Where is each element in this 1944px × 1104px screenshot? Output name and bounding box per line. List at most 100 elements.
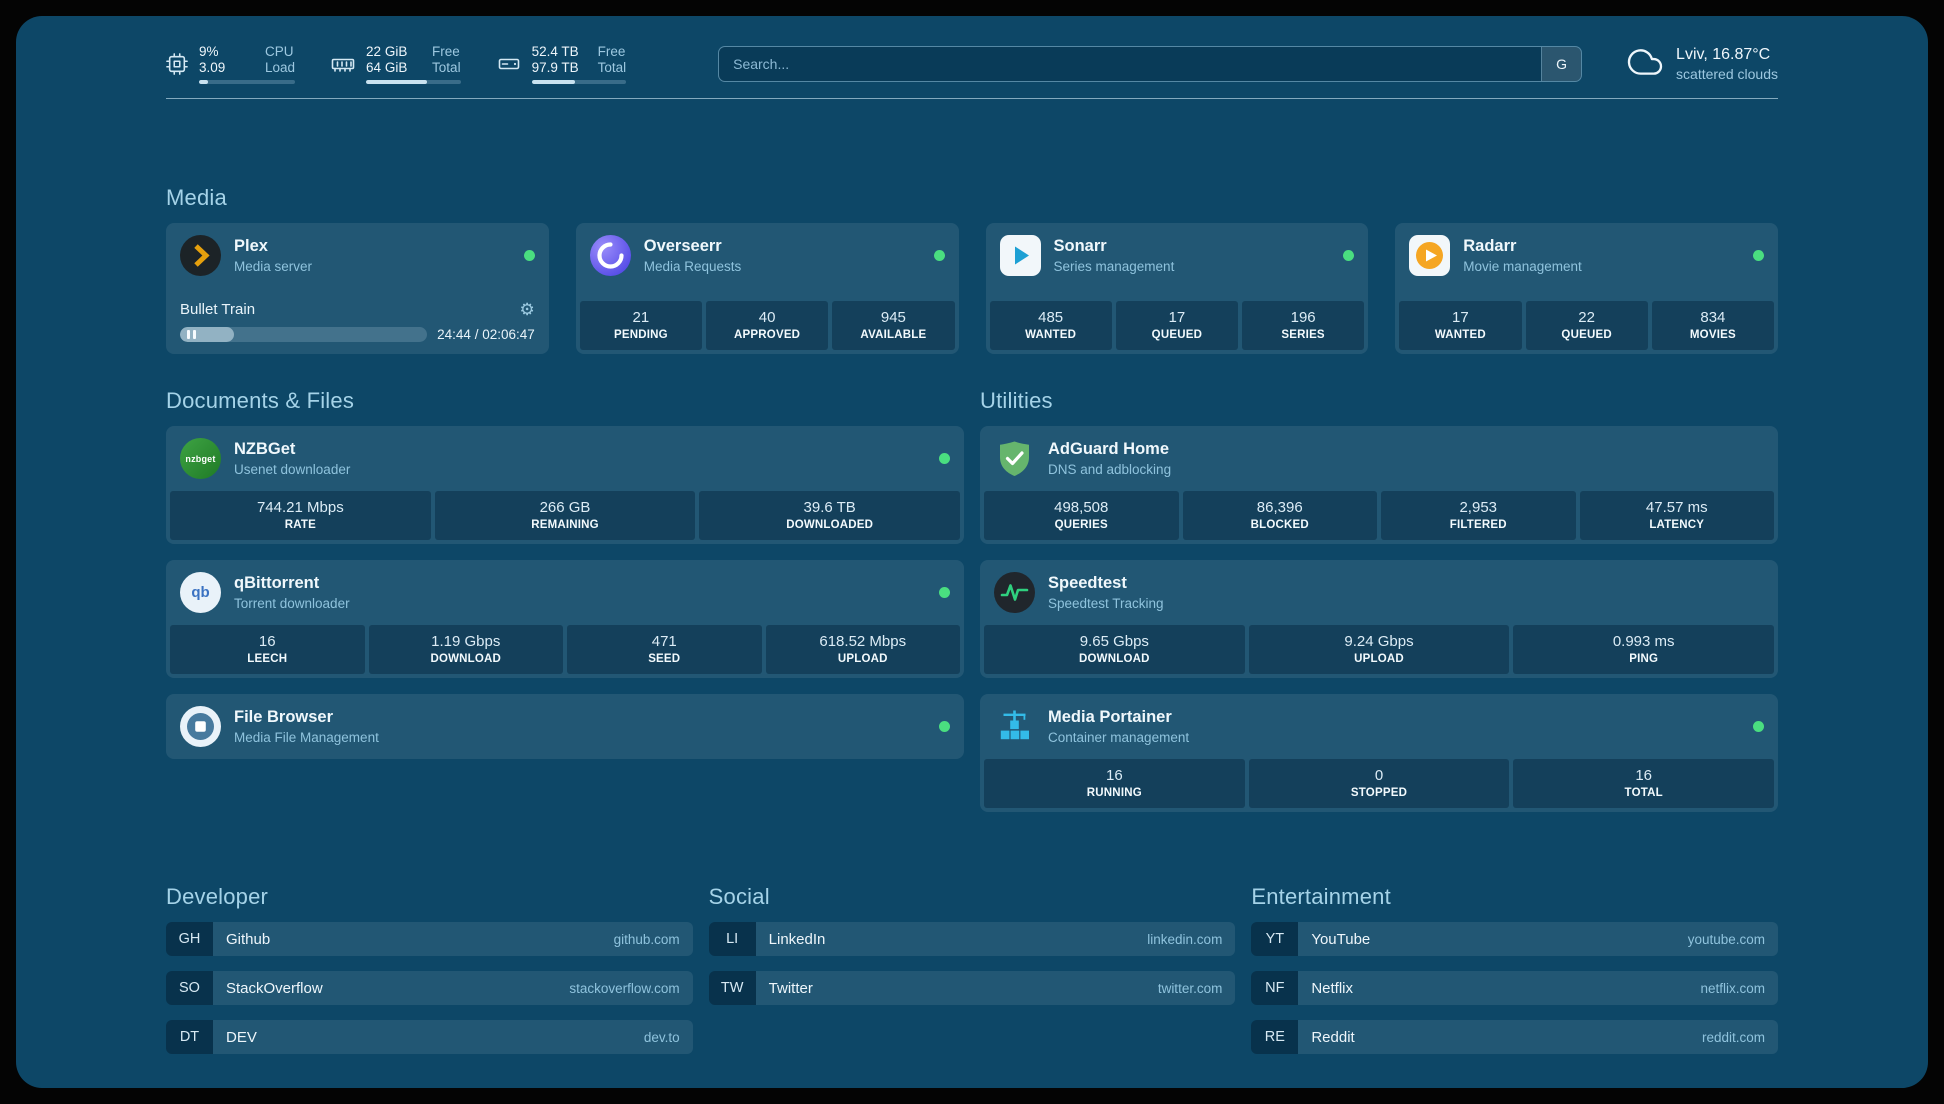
stat-filtered: 2,953 FILTERED — [1381, 491, 1576, 540]
bookmark-abbr: RE — [1251, 1020, 1299, 1054]
bookmark-abbr: NF — [1251, 971, 1299, 1005]
service-name: Plex — [234, 237, 268, 255]
bookmark-name: Github — [226, 930, 271, 948]
bookmark-netflix[interactable]: NF Netflix netflix.com — [1251, 971, 1778, 1005]
playback-progress-bar[interactable] — [180, 327, 428, 342]
stat-series: 196 SERIES — [1242, 301, 1365, 350]
service-subtitle: Torrent downloader — [234, 596, 350, 611]
stat-running: 16 RUNNING — [984, 759, 1245, 808]
service-subtitle: Media server — [234, 259, 313, 274]
bookmark-url: netflix.com — [1700, 980, 1765, 996]
weather-condition: scattered clouds — [1676, 66, 1778, 82]
bookmark-twitter[interactable]: TW Twitter twitter.com — [708, 971, 1236, 1005]
search-input[interactable] — [719, 47, 1542, 81]
memory-free-value: 22 GiB — [366, 44, 408, 59]
service-card-filebrowser[interactable]: File Browser Media File Management — [166, 694, 964, 759]
service-subtitle: Media Requests — [643, 259, 742, 274]
resource-widgets: 9% CPU 3.09 Load 22 GiB Free 64 G — [166, 44, 627, 84]
service-card-portainer[interactable]: Media Portainer Container management 16 R… — [980, 694, 1778, 812]
plex-icon — [180, 235, 221, 276]
bookmark-name: Netflix — [1311, 979, 1354, 997]
section-media: Media Plex Media server Bullet Train — [166, 185, 1778, 354]
search-provider-button[interactable]: G — [1541, 47, 1582, 81]
header-divider — [166, 98, 1778, 99]
bookmark-url: twitter.com — [1157, 980, 1223, 996]
stat-movies: 834 MOVIES — [1651, 301, 1774, 350]
bookmark-name: YouTube — [1311, 930, 1371, 948]
bookmark-dev[interactable]: DT DEV dev.to — [166, 1020, 693, 1054]
cpu-widget: 9% CPU 3.09 Load — [166, 44, 296, 84]
service-subtitle: Speedtest Tracking — [1048, 596, 1164, 611]
status-dot — [933, 250, 945, 261]
nzbget-icon: nzbget — [180, 438, 221, 479]
memory-widget: 22 GiB Free 64 GiB Total — [331, 44, 461, 84]
section-title-developer: Developer — [166, 884, 269, 909]
bookmark-url: youtube.com — [1687, 931, 1765, 947]
cpu-icon — [166, 53, 188, 75]
service-name: Overseerr — [643, 237, 722, 255]
service-card-radarr[interactable]: Radarr Movie management 17 WANTED 22 QUEUE… — [1395, 223, 1778, 354]
cloud-icon — [1626, 46, 1664, 83]
status-dot — [939, 453, 950, 464]
stat-available: 945 AVAILABLE — [832, 301, 955, 350]
bookmark-github[interactable]: GH Github github.com — [166, 922, 693, 956]
section-title-entertainment: Entertainment — [1251, 884, 1391, 909]
service-name: Sonarr — [1053, 237, 1107, 255]
gear-icon[interactable]: ⚙ — [519, 300, 535, 319]
status-dot — [1753, 250, 1764, 261]
playback-time: 24:44 / 02:06:47 — [437, 327, 535, 342]
bookmark-name: Reddit — [1311, 1028, 1355, 1046]
filebrowser-icon — [180, 706, 221, 747]
bookmark-stackoverflow[interactable]: SO StackOverflow stackoverflow.com — [166, 971, 693, 1005]
service-card-sonarr[interactable]: Sonarr Series management 485 WANTED 17 QUE… — [985, 223, 1369, 354]
service-subtitle: DNS and adblocking — [1048, 462, 1172, 477]
service-subtitle: Movie management — [1463, 259, 1582, 274]
disk-total-value: 97.9 TB — [531, 60, 579, 75]
disk-total-label: Total — [597, 60, 627, 75]
service-card-adguard[interactable]: AdGuard Home DNS and adblocking 498,508 Q… — [980, 426, 1778, 544]
bookmark-youtube[interactable]: YT YouTube youtube.com — [1251, 922, 1778, 956]
speedtest-icon — [994, 572, 1035, 613]
bookmarks-entertainment: Entertainment YT YouTube youtube.com NF N… — [1251, 884, 1778, 1054]
top-bar: 9% CPU 3.09 Load 22 GiB Free 64 G — [166, 44, 1778, 84]
bookmark-reddit[interactable]: RE Reddit reddit.com — [1251, 1020, 1778, 1054]
service-name: File Browser — [234, 708, 334, 726]
stat-remaining: 266 GB REMAINING — [434, 491, 696, 540]
bookmark-url: dev.to — [643, 1029, 680, 1045]
sonarr-icon — [999, 235, 1041, 276]
memory-icon — [331, 52, 355, 76]
plex-now-playing: Bullet Train ⚙ 24:44 / 02:06:47 — [166, 301, 549, 354]
section-documents: Documents & Files nzbget NZBGet Usenet d… — [166, 388, 964, 759]
service-subtitle: Usenet downloader — [234, 462, 351, 477]
weather-location: Lviv, 16.87°C — [1676, 46, 1771, 63]
status-dot — [939, 587, 950, 598]
qbittorrent-icon: qb — [180, 572, 221, 613]
cpu-usage-label: CPU — [265, 44, 294, 59]
disk-free-value: 52.4 TB — [531, 44, 579, 59]
stat-ping: 0.993 ms PING — [1513, 625, 1775, 674]
service-subtitle: Media File Management — [234, 730, 379, 745]
service-card-plex[interactable]: Plex Media server Bullet Train ⚙ — [166, 223, 549, 354]
service-card-overseerr[interactable]: Overseerr Media Requests 21 PENDING 40 APP… — [575, 223, 959, 354]
disk-free-label: Free — [597, 44, 626, 59]
memory-usage-bar — [366, 80, 461, 84]
service-card-nzbget[interactable]: nzbget NZBGet Usenet downloader 744.21 M… — [166, 426, 964, 544]
stat-rate: 744.21 Mbps RATE — [170, 491, 431, 540]
bookmark-linkedin[interactable]: LI LinkedIn linkedin.com — [708, 922, 1236, 956]
service-card-qbittorrent[interactable]: qb qBittorrent Torrent downloader 16 LEEC… — [166, 560, 964, 678]
pause-icon — [187, 330, 190, 339]
stat-blocked: 86,396 BLOCKED — [1182, 491, 1377, 540]
section-title-utilities: Utilities — [980, 388, 1053, 413]
disk-icon — [497, 52, 521, 76]
bookmark-abbr: DT — [166, 1020, 213, 1054]
status-dot — [939, 721, 950, 732]
weather-widget[interactable]: Lviv, 16.87°C scattered clouds — [1626, 46, 1778, 83]
stat-queued: 22 QUEUED — [1525, 301, 1648, 350]
stat-pending: 21 PENDING — [579, 301, 702, 350]
service-card-speedtest[interactable]: Speedtest Speedtest Tracking 9.65 Gbps DO… — [980, 560, 1778, 678]
service-subtitle: Container management — [1048, 730, 1190, 745]
bookmark-name: StackOverflow — [226, 979, 323, 997]
stat-download: 9.65 Gbps DOWNLOAD — [984, 625, 1245, 674]
service-name: qBittorrent — [234, 574, 320, 592]
stat-upload: 618.52 Mbps UPLOAD — [765, 625, 960, 674]
